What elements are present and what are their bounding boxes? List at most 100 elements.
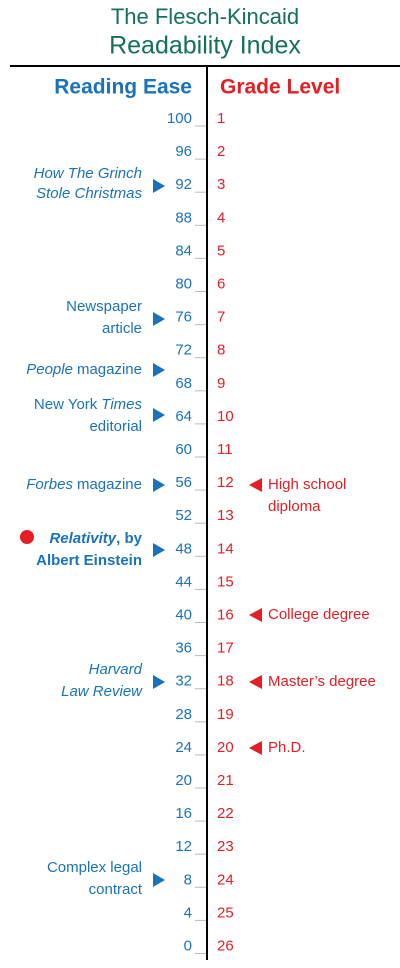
reading-ease-value: 32 xyxy=(175,673,192,690)
arrow xyxy=(153,312,165,326)
note-part: Times xyxy=(101,396,142,413)
note-part: Forbes xyxy=(26,476,73,493)
note: Relativity, by xyxy=(49,530,142,547)
grade-level-value: 3 xyxy=(217,176,225,193)
right-notes: High school diploma College degree Maste… xyxy=(268,476,376,756)
arrow xyxy=(153,179,165,193)
grade-level-value: 10 xyxy=(217,408,234,425)
left-notes: How The Grinch Stole Christmas Newspaper… xyxy=(26,165,143,898)
reading-ease-value: 36 xyxy=(175,640,192,657)
grade-level-value: 7 xyxy=(217,309,225,326)
reading-ease-value: 64 xyxy=(175,408,192,425)
grade-level-value: 16 xyxy=(217,606,234,623)
reading-ease-value: 48 xyxy=(175,540,192,557)
column-header: Grade Level xyxy=(220,76,340,99)
right-arrows xyxy=(249,478,262,755)
reading-ease-value: 8 xyxy=(184,871,192,888)
grade-level-value: 1 xyxy=(217,110,225,127)
arrow xyxy=(153,478,165,492)
arrow xyxy=(153,873,165,887)
note-part: magazine xyxy=(77,476,142,493)
grade-level-value: 23 xyxy=(217,838,234,855)
reading-ease-value: 84 xyxy=(175,242,192,259)
grade-level-value: 4 xyxy=(217,209,225,226)
reading-ease-value: 4 xyxy=(184,904,192,921)
note-part: New York xyxy=(34,396,98,413)
column-header: Reading Ease xyxy=(54,76,192,99)
note: article xyxy=(102,320,142,337)
grade-level-value: 9 xyxy=(217,375,225,392)
reading-ease-value: 40 xyxy=(175,606,192,623)
note: contract xyxy=(89,881,143,898)
reading-ease-value: 20 xyxy=(175,772,192,789)
grade-level-value: 19 xyxy=(217,706,234,723)
reading-ease-value: 44 xyxy=(175,573,192,590)
reading-ease-value: 52 xyxy=(175,507,192,524)
grade-level-value: 12 xyxy=(217,474,234,491)
grade-level-value: 21 xyxy=(217,772,234,789)
reading-ease-value: 28 xyxy=(175,706,192,723)
arrow xyxy=(153,408,165,422)
grade-level-value: 17 xyxy=(217,640,234,657)
arrow xyxy=(249,478,262,492)
note: Master’s degree xyxy=(268,673,376,690)
title-line: The Flesch-Kincaid xyxy=(111,4,299,29)
grade-level-value: 14 xyxy=(217,540,234,557)
reading-ease-value: 72 xyxy=(175,342,192,359)
note-part: Relativity xyxy=(49,530,116,547)
title-line: Readability Index xyxy=(109,32,301,60)
grade-level-value: 24 xyxy=(217,871,234,888)
grade-level-value: 15 xyxy=(217,573,234,590)
grade-level-value: 2 xyxy=(217,143,225,160)
note: College degree xyxy=(268,606,370,623)
arrow xyxy=(153,675,165,689)
reading-ease-value: 56 xyxy=(175,474,192,491)
grade-level-value: 5 xyxy=(217,242,225,259)
grade-level-value: 20 xyxy=(217,739,234,756)
left-arrows xyxy=(153,179,165,887)
note: Complex legal xyxy=(47,859,142,876)
arrow xyxy=(153,363,165,377)
reading-ease-value: 88 xyxy=(175,209,192,226)
grade-level-value: 25 xyxy=(217,904,234,921)
note: Ph.D. xyxy=(268,739,306,756)
reading-ease-value: 60 xyxy=(175,441,192,458)
note: Law Review xyxy=(61,683,143,700)
note-part: People xyxy=(26,361,73,378)
note: Newspaper xyxy=(66,298,142,315)
note: Stole Christmas xyxy=(36,185,142,202)
arrow xyxy=(153,543,165,557)
arrow xyxy=(249,608,262,622)
grade-level-value: 22 xyxy=(217,805,234,822)
grade-level-value: 6 xyxy=(217,275,225,292)
arrow xyxy=(249,675,262,689)
note: editorial xyxy=(89,418,142,435)
note: People magazine xyxy=(26,361,142,378)
reading-ease-value: 80 xyxy=(175,275,192,292)
note: Harvard xyxy=(89,661,143,678)
reading-ease-value: 16 xyxy=(175,805,192,822)
note: High school xyxy=(268,476,346,493)
reading-ease-value: 92 xyxy=(175,176,192,193)
note: Albert Einstein xyxy=(36,552,142,569)
reading-ease-value: 100 xyxy=(167,110,192,127)
note: Forbes magazine xyxy=(26,476,142,493)
note-part: magazine xyxy=(77,361,142,378)
reading-ease-value: 68 xyxy=(175,375,192,392)
highlight-dot xyxy=(20,530,34,544)
grade-level-value: 8 xyxy=(217,342,225,359)
note: New York Times xyxy=(34,396,143,413)
reading-ease-value: 12 xyxy=(175,838,192,855)
arrow xyxy=(249,741,262,755)
note: How The Grinch xyxy=(34,165,142,182)
note: diploma xyxy=(268,498,321,515)
grade-level-value: 11 xyxy=(217,441,233,458)
reading-ease-value: 76 xyxy=(175,309,192,326)
reading-ease-value: 96 xyxy=(175,143,192,160)
grade-level-value: 18 xyxy=(217,673,234,690)
reading-ease-value: 0 xyxy=(184,937,192,954)
reading-ease-value: 24 xyxy=(175,739,192,756)
grade-level-value: 13 xyxy=(217,507,234,524)
grade-level-value: 26 xyxy=(217,937,234,954)
